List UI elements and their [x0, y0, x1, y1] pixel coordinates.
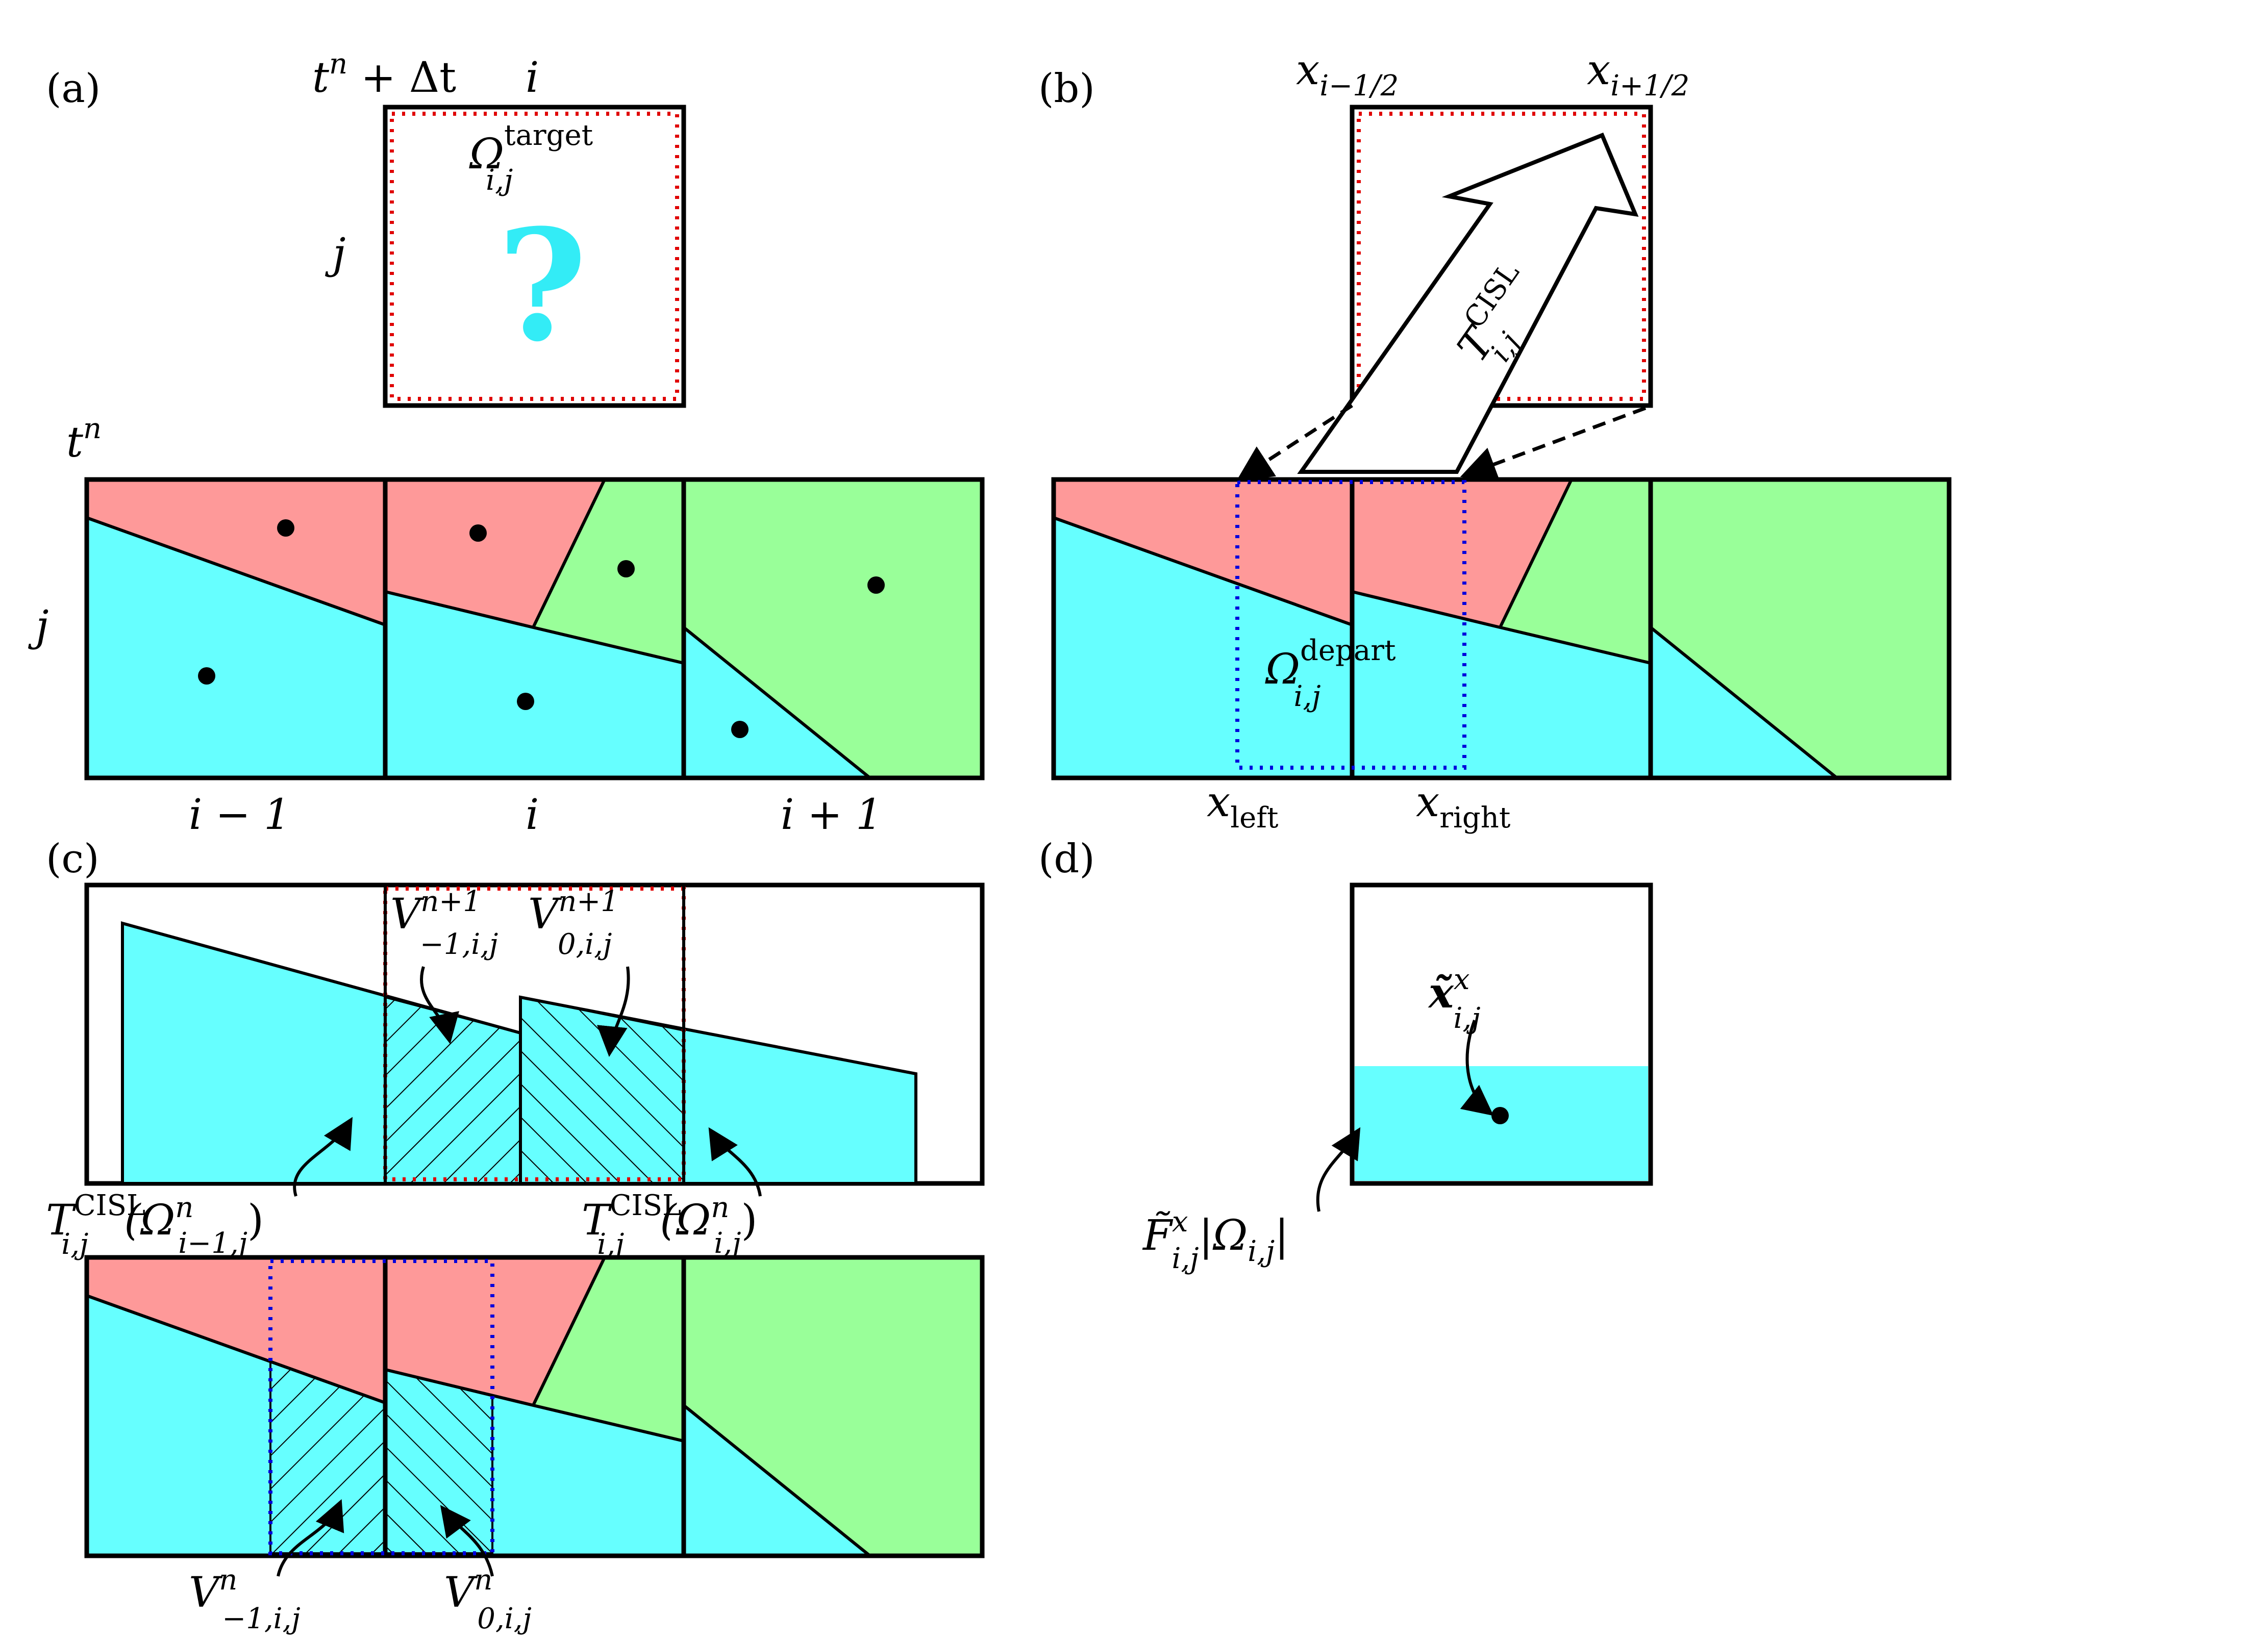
panel-b-label: (b): [1038, 66, 1095, 112]
departure-region-c-outline: [268, 1259, 494, 1555]
pointer-v-new-left: [419, 966, 459, 1044]
panel-a: (a) tn + Δt i j Ωtarget i,j ? tn j: [28, 47, 985, 839]
reconstructed-centroid: [1491, 1107, 1509, 1124]
grid-departure-outline: [1051, 477, 1952, 780]
panel-b: (b) xi−1/2 xi+1/2 Ωdepart i,j: [1038, 46, 1952, 835]
row-label-grid: j: [28, 602, 48, 650]
row-label-top: j: [325, 230, 345, 278]
grid-departure: [1051, 477, 1952, 780]
column-label-top: i: [526, 54, 539, 102]
mapped-left-label: TCISL i,j (Ωn i−1,j): [46, 1189, 264, 1261]
panel-d: (d) x̃x i,j F̃x i,j|Ωi,j|: [1038, 836, 1653, 1275]
centroid-green-ip1: [867, 576, 885, 594]
departure-domain-label: Ωdepart i,j: [1265, 634, 1396, 713]
v-old-right-label: Vn 0,i,j: [444, 1563, 532, 1635]
time-new-label: tn + Δt: [312, 47, 456, 102]
departure-region-outline: [1235, 480, 1466, 770]
panel-d-label: (d): [1038, 836, 1095, 882]
projection-arrow-right: [1460, 406, 1647, 482]
panel-c: (c) Vn+1 −1,i,j Vn+1 0,i,j TCISL i,j (Ωn i−1,…: [46, 836, 985, 1635]
grid-departure-c: [84, 1255, 985, 1558]
target-cell: [383, 105, 686, 408]
grid-old-time: [84, 477, 985, 780]
face-right-label: xi+1/2: [1587, 46, 1689, 103]
mapped-right-label: TCISL i,j (Ωn i,j): [582, 1189, 757, 1261]
cisl-transform-arrow: [1297, 132, 1639, 474]
v-new-left-label: Vn+1 −1,i,j: [390, 885, 498, 961]
column-label-im1: i − 1: [189, 791, 290, 839]
pointer-mapped-right: [708, 1127, 762, 1197]
centroid-cyan-im1: [198, 667, 215, 685]
target-domain-label: Ωtarget i,j: [469, 119, 593, 197]
centroid-cyan-i: [517, 693, 534, 710]
time-old-label: tn: [66, 412, 102, 467]
centroid-green-i: [617, 560, 635, 577]
centroid-red-im1: [277, 519, 294, 537]
face-left-label: xi−1/2: [1296, 46, 1399, 103]
question-mark-icon: ?: [497, 195, 587, 375]
hatched-volume-new-right: [519, 996, 685, 1184]
pointer-v-old-left: [277, 1499, 344, 1577]
pointer-mapped-left: [293, 1117, 353, 1197]
grid-old-outline: [84, 477, 985, 780]
x-right-label: xright: [1416, 778, 1511, 835]
grid-departure-c-outline: [84, 1255, 985, 1558]
pointer-flux: [1316, 1127, 1361, 1212]
pointer-v-new-right: [596, 966, 630, 1057]
pointer-centroid: [1460, 1019, 1494, 1116]
panel-a-label: (a): [46, 66, 101, 112]
centroid-cyan-ip1: [731, 721, 749, 738]
panel-c-label: (c): [46, 836, 99, 882]
flux-label: F̃x i,j|Ωi,j|: [1142, 1205, 1289, 1275]
v-old-left-label: Vn −1,i,j: [189, 1563, 301, 1635]
centroid-red-i: [469, 524, 487, 542]
column-label-ip1: i + 1: [781, 791, 882, 839]
v-new-right-label: Vn+1 0,i,j: [528, 885, 619, 961]
hatched-volume-old-right: [384, 1368, 493, 1554]
pointer-v-old-right: [440, 1505, 494, 1577]
centroid-label: x̃x i,j: [1428, 963, 1481, 1035]
x-left-label: xleft: [1207, 778, 1279, 835]
column-label-i: i: [526, 791, 539, 839]
projection-arrow-left: [1236, 404, 1353, 481]
